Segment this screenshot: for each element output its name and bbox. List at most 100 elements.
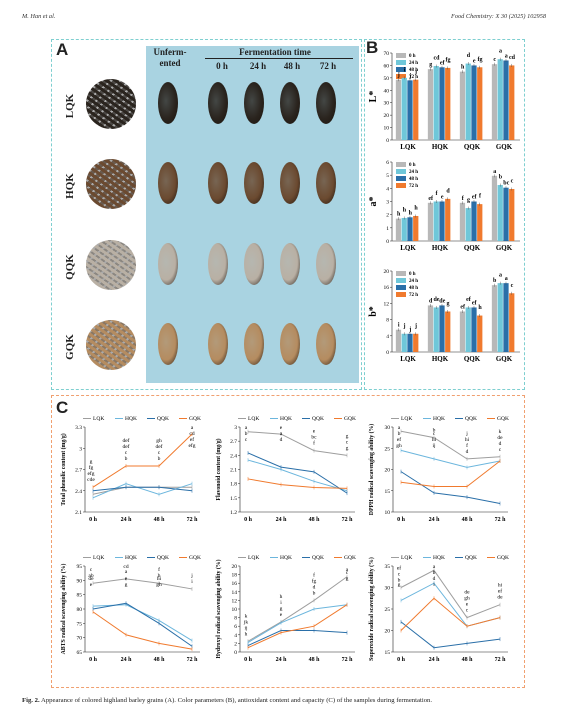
grain-qqk-48h: [280, 243, 300, 285]
bar-GQK-0h: [491, 64, 498, 140]
bar-QQK-24h: [465, 307, 471, 352]
sig-letter: ef: [472, 195, 478, 201]
bar-GQK-72h: [509, 65, 515, 140]
legend-swatch: [396, 271, 406, 276]
y-axis-label: Hydroxyl radical scavenging ability (%): [215, 559, 222, 658]
sig-letter: g: [280, 606, 283, 612]
legend-label: LQK: [401, 555, 412, 561]
bar-LQK-72h: [413, 333, 419, 352]
category-label: QQK: [464, 244, 481, 252]
bar-LQK-48h: [407, 80, 413, 140]
legend-label: GQK: [189, 555, 201, 561]
sig-letter: e: [125, 576, 128, 582]
series-line-gqk: [92, 611, 193, 650]
legend-label: GQK: [189, 416, 201, 422]
sig-letter: f: [462, 196, 465, 202]
sig-letter: d: [466, 449, 469, 455]
y-tick-label: 95: [77, 564, 83, 570]
y-tick-label: 2.7: [230, 439, 237, 445]
y-tick-label: 1.5: [230, 496, 237, 502]
series-line-hqk: [400, 449, 501, 468]
bar-HQK-48h: [439, 305, 445, 352]
y-tick-label: 0: [386, 138, 389, 144]
y-tick-label: 6: [234, 624, 237, 630]
sig-letter: c: [346, 570, 349, 576]
series-line-gqk: [400, 460, 501, 487]
panel-a-label: A: [56, 40, 69, 59]
legend-label: 48 h: [409, 177, 418, 182]
legend-label: HQK: [433, 555, 445, 561]
x-tick-label: 24 h: [276, 657, 288, 663]
x-tick-label: 72 h: [187, 517, 199, 523]
sig-letter: d: [499, 441, 502, 447]
sig-letter: fg: [312, 577, 317, 584]
y-tick-label: 20: [384, 113, 390, 119]
y-tick-label: 80: [77, 607, 83, 613]
legend-swatch: [396, 67, 406, 72]
sig-letter: i: [191, 579, 193, 585]
bar-QQK-0h: [459, 202, 466, 241]
legend-label: HQK: [280, 555, 292, 561]
y-tick-label: 60: [384, 63, 390, 69]
sig-letter: d: [446, 188, 450, 194]
sig-letter: g: [467, 198, 470, 204]
x-tick-label: 48 h: [309, 517, 321, 523]
bar-HQK-24h: [433, 201, 439, 241]
grain-gqk-0h: [208, 323, 228, 365]
legend-label: 0 h: [409, 54, 416, 59]
sig-letter: de: [464, 590, 470, 596]
series-line-hqk: [247, 604, 348, 643]
sig-letter: ef: [498, 588, 502, 595]
legend-swatch: [396, 278, 406, 283]
sig-letter: ef: [190, 436, 194, 443]
sig-letter: e: [466, 602, 469, 608]
sig-letter: def: [122, 443, 129, 450]
grain-hqk-48h: [280, 162, 300, 204]
y-tick-label: 3: [234, 425, 237, 431]
grain-qqk-0h: [208, 243, 228, 285]
grain-qqk-72h: [316, 243, 336, 285]
sig-letter: ef: [397, 436, 401, 443]
bar-HQK-0h: [427, 69, 434, 140]
bar-QQK-24h: [465, 208, 471, 241]
y-tick-label: 30: [385, 425, 391, 431]
category-label: QQK: [464, 355, 481, 363]
x-tick-label: 48 h: [154, 657, 166, 663]
legend-label: GQK: [344, 416, 356, 422]
bar-QQK-72h: [477, 315, 483, 352]
sig-letter: j: [408, 327, 411, 333]
sig-letter: h: [478, 305, 482, 311]
legend-label: 0 h: [409, 272, 416, 277]
sig-letter: cd: [433, 56, 440, 62]
legend-swatch: [396, 292, 406, 297]
x-tick-label: 72 h: [495, 517, 507, 523]
sig-letter: d: [313, 584, 316, 590]
sig-letter: a: [499, 273, 502, 279]
sig-letter: f: [466, 442, 468, 449]
bar-HQK-24h: [433, 66, 439, 140]
series-line-hqk: [400, 582, 501, 627]
grain-gqk-48h: [280, 323, 300, 365]
y-axis-label: b*: [368, 306, 379, 317]
category-label: HQK: [432, 143, 449, 151]
y-tick-label: 2.4: [230, 453, 237, 459]
bar-GQK-72h: [509, 188, 515, 241]
y-tick-label: 4: [386, 334, 389, 340]
sig-letter: b: [398, 431, 401, 437]
sig-letter: cd: [509, 55, 516, 61]
y-tick-label: 20: [232, 564, 238, 570]
bar-LQK-0h: [395, 218, 402, 241]
legend-label: HQK: [280, 416, 292, 422]
y-tick-label: 8: [386, 318, 389, 324]
y-tick-label: 8: [234, 616, 237, 622]
sig-letter: i: [433, 582, 435, 588]
legend-label: 72 h: [409, 293, 418, 298]
y-tick-label: 3: [79, 446, 82, 452]
sig-letter: ij: [432, 443, 436, 449]
y-tick-label: 4: [386, 186, 389, 192]
sig-letter: jk: [243, 619, 249, 625]
y-tick-label: 65: [77, 650, 83, 656]
y-tick-label: 3.3: [75, 425, 82, 431]
